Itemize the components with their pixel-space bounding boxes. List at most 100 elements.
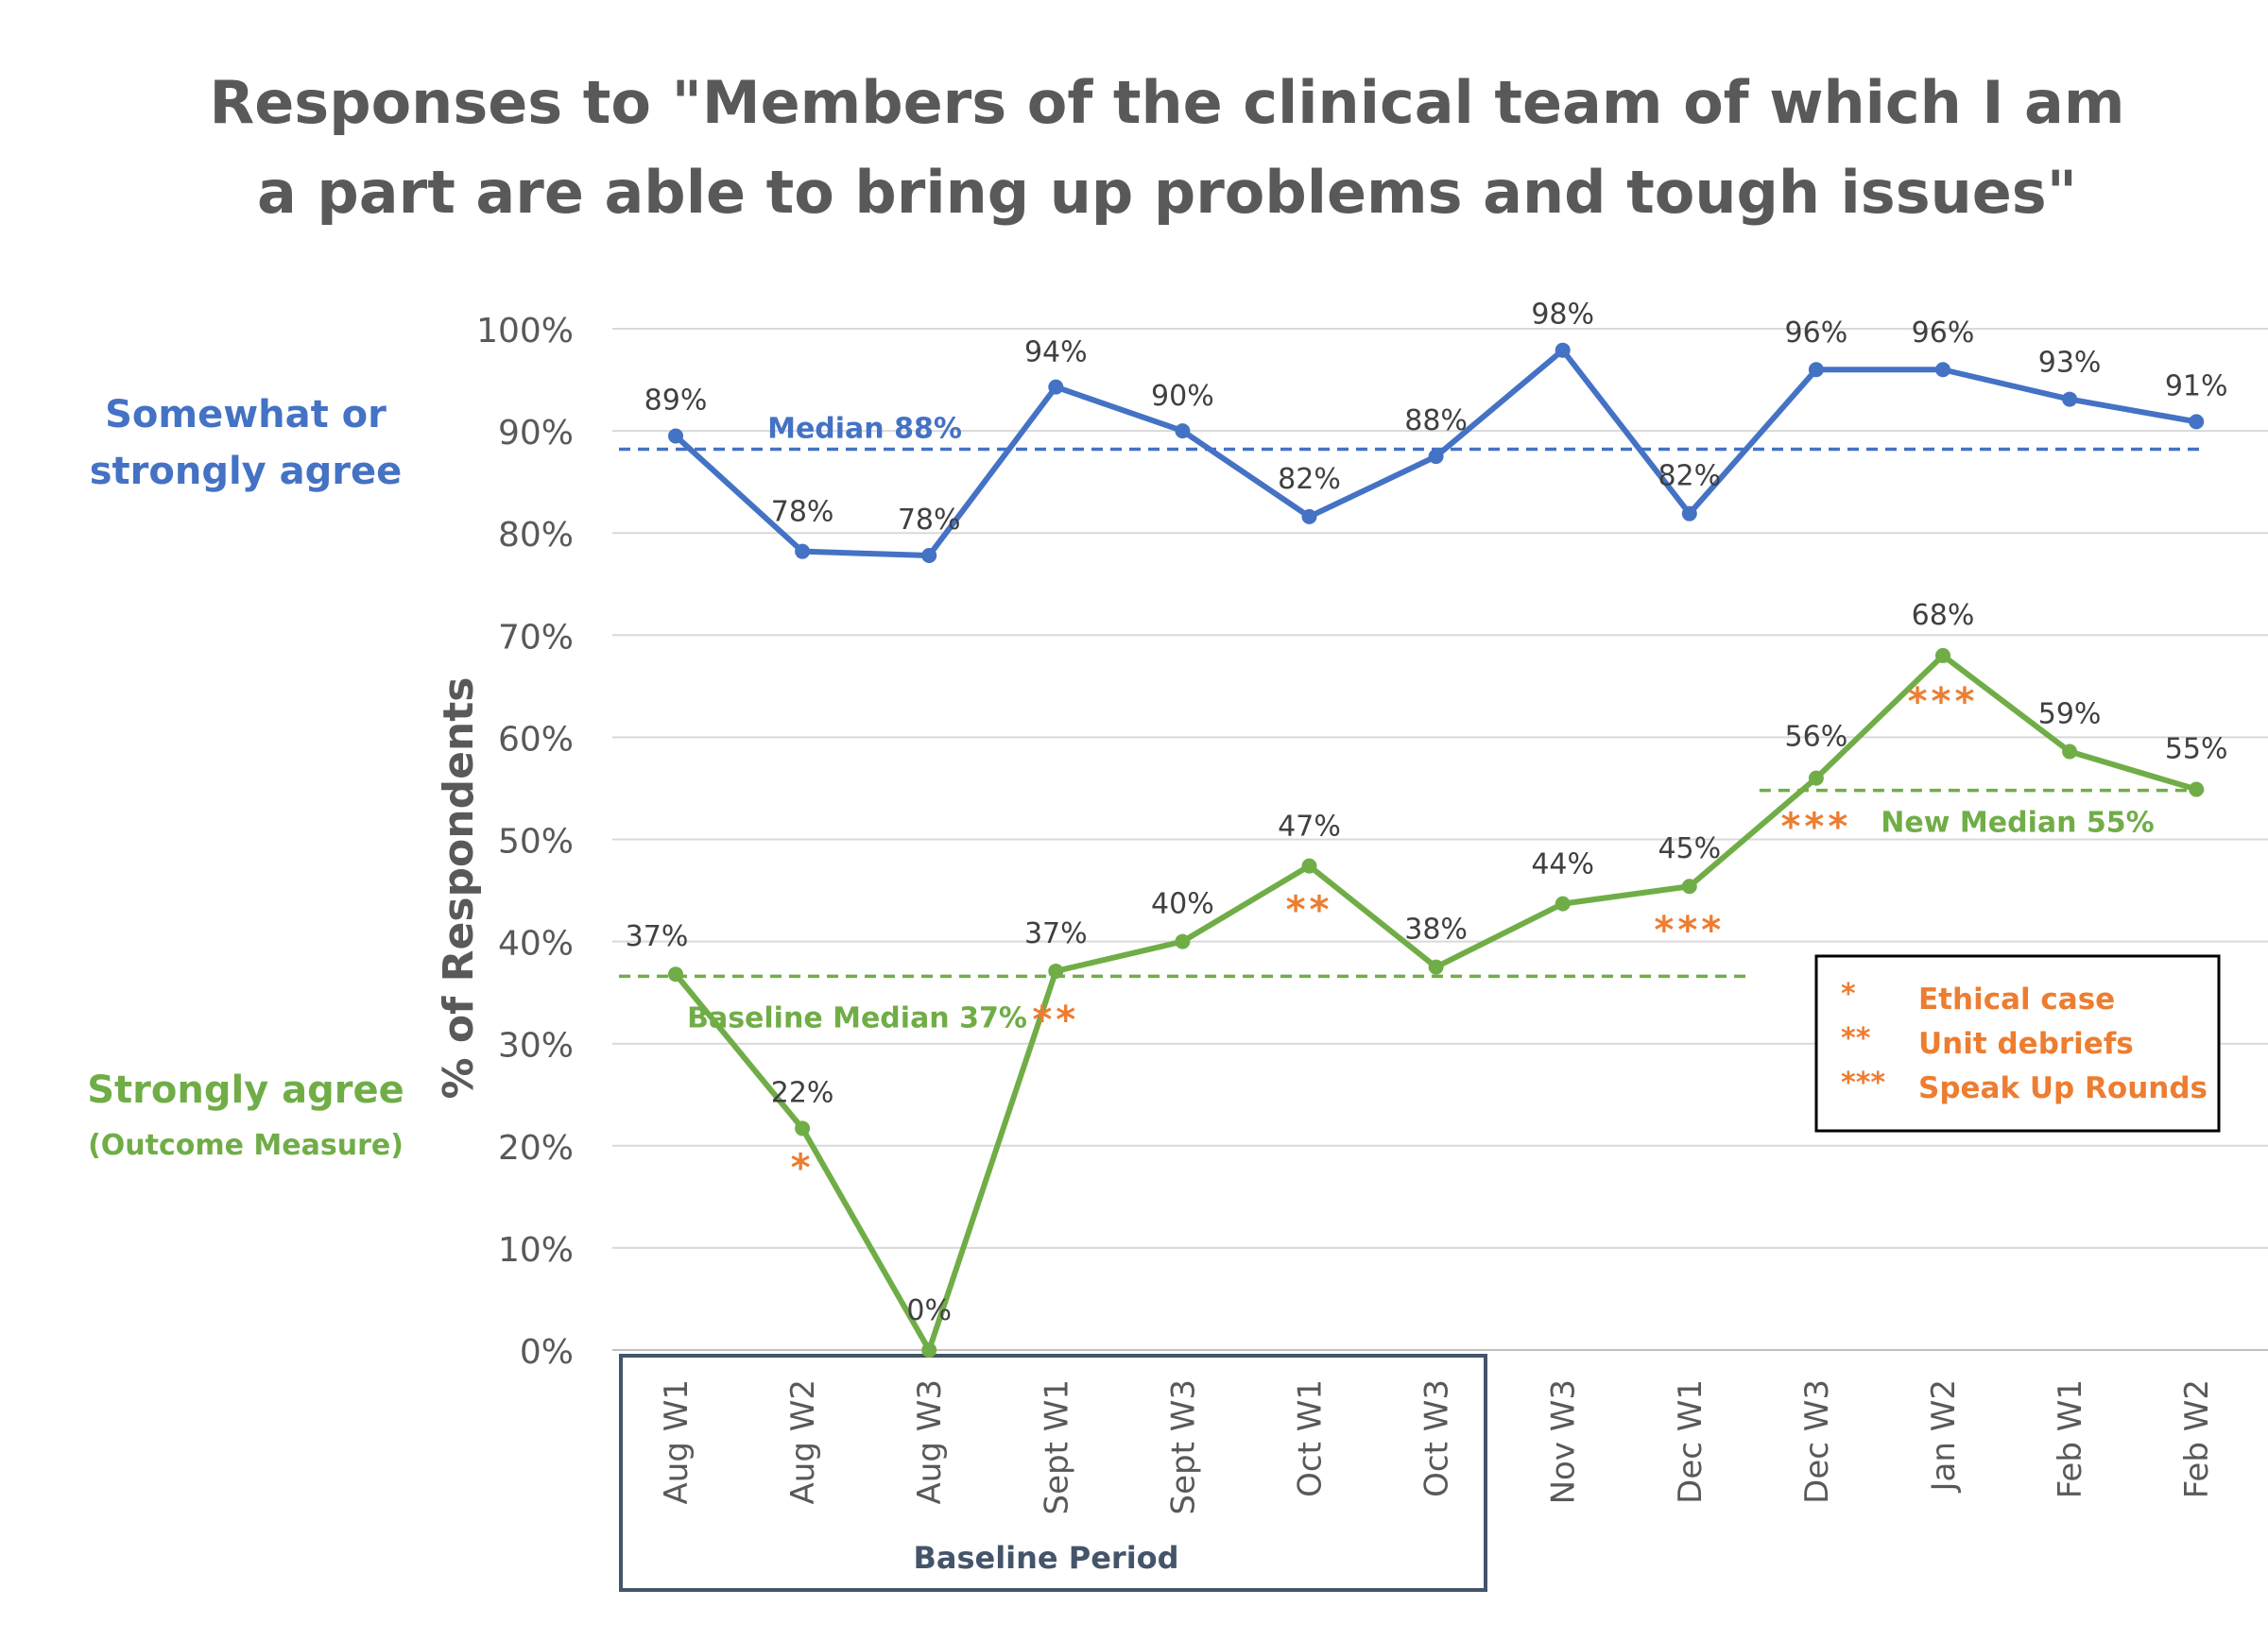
x-tick-label: Dec W1 [1672, 1379, 1710, 1504]
key-symbol: ** [1841, 1022, 1871, 1055]
data-point [1681, 879, 1697, 895]
data-label: 37% [626, 920, 689, 953]
data-point [1301, 508, 1317, 524]
key-label: Unit debriefs [1918, 1027, 2134, 1061]
x-tick-label: Oct W1 [1292, 1379, 1330, 1497]
series-names: Somewhat or strongly agree Strongly agree (… [87, 393, 404, 1162]
data-point [1555, 896, 1571, 912]
data-label: 0% [906, 1294, 952, 1327]
y-tick-label: 30% [498, 1027, 574, 1066]
data-point [1301, 858, 1317, 874]
data-point [1428, 959, 1444, 975]
data-point [1428, 449, 1444, 465]
data-label: 82% [1278, 463, 1341, 496]
data-point [1048, 379, 1064, 395]
series-lines [668, 342, 2205, 1358]
y-axis-ticks: 0% 10% 20% 30% 40% 50% 60% 70% 80% 90% 100% [476, 312, 574, 1372]
annotations: ***** ********* [791, 680, 1979, 1190]
data-label: 22% [771, 1076, 834, 1109]
key-label: Ethical case [1918, 983, 2115, 1017]
reference-lines: Median 88% Baseline Median 37% New Median … [619, 413, 2205, 1034]
series-name: (Outcome Measure) [88, 1129, 404, 1162]
data-label: 96% [1785, 316, 1848, 350]
y-tick-label: 60% [498, 720, 574, 759]
annotation-key-box [1814, 954, 2221, 1133]
data-label: 96% [1912, 316, 1975, 350]
data-label: 37% [1024, 917, 1088, 950]
data-labels: 89% 78% 78% 94% 90% 82% 88% 98% 82% 96% 96% 93% 91% 3… [626, 299, 2228, 1327]
intervention-marker: *** [1781, 806, 1852, 849]
y-tick-label: 80% [498, 516, 574, 555]
data-point [1935, 362, 1950, 378]
key-label: Speak Up Rounds [1918, 1071, 2208, 1105]
x-tick-label: Sept W3 [1164, 1379, 1202, 1514]
data-point [921, 547, 937, 563]
data-label: 47% [1278, 811, 1341, 844]
data-label: 82% [1658, 460, 1721, 493]
data-label: 45% [1658, 832, 1721, 865]
series-name: strongly agree [90, 450, 403, 493]
data-point [2189, 781, 2205, 797]
data-label: 78% [898, 504, 961, 537]
data-point [1935, 647, 1950, 663]
annotation-key: * Ethical case ** Unit debriefs *** Speak Up … [1814, 954, 2221, 1133]
x-tick-label: Sept W1 [1038, 1379, 1075, 1514]
data-point [1681, 505, 1697, 521]
median-label: Baseline Median 37% [687, 1001, 1027, 1034]
data-point [795, 543, 811, 559]
data-label: 44% [1531, 848, 1594, 881]
chart-title: Responses to "Members of the clinical te… [210, 68, 2125, 227]
x-tick-label: Aug W1 [658, 1379, 696, 1504]
data-label: 68% [1912, 599, 1975, 632]
series-name: Somewhat or [105, 393, 387, 436]
y-tick-label: 50% [498, 823, 574, 862]
data-point [1048, 963, 1064, 979]
intervention-marker: *** [1908, 680, 1979, 724]
data-point [1175, 423, 1191, 439]
data-point [1175, 933, 1191, 949]
x-tick-label: Aug W3 [911, 1379, 949, 1504]
data-point [668, 428, 683, 444]
x-tick-label: Nov W3 [1545, 1379, 1583, 1504]
y-tick-label: 90% [498, 414, 574, 453]
data-point [921, 1342, 937, 1358]
data-label: 93% [2038, 347, 2102, 380]
x-tick-label: Dec W3 [1798, 1379, 1836, 1504]
y-tick-label: 0% [520, 1333, 574, 1372]
series-name: Strongly agree [87, 1068, 404, 1112]
data-point [795, 1120, 811, 1137]
chart-title-line-1: Responses to "Members of the clinical te… [210, 68, 2125, 137]
data-label: 90% [1151, 380, 1214, 413]
y-tick-label: 10% [498, 1231, 574, 1270]
median-label: New Median 55% [1881, 807, 2154, 840]
x-axis-ticks: Aug W1 Aug W2 Aug W3 Sept W1 Sept W3 Oct W1 Oc… [658, 1379, 2216, 1514]
chart-title-line-2: a part are able to bring up problems and… [257, 158, 2077, 227]
intervention-marker: * [791, 1146, 815, 1189]
y-tick-label: 70% [498, 618, 574, 657]
data-label: 59% [2038, 698, 2102, 731]
data-point [2062, 391, 2078, 407]
x-tick-label: Feb W2 [2178, 1379, 2216, 1498]
y-tick-label: 40% [498, 925, 574, 964]
gridlines [612, 328, 2268, 1351]
baseline-period-box [619, 1354, 1487, 1592]
data-point [2189, 414, 2205, 430]
intervention-marker: ** [1286, 889, 1333, 932]
median-label: Median 88% [767, 413, 962, 446]
y-axis-label: % of Respondents [435, 677, 483, 1100]
x-tick-label: Feb W1 [2052, 1379, 2089, 1498]
x-tick-label: Oct W3 [1418, 1379, 1456, 1497]
key-symbol: *** [1841, 1067, 1885, 1100]
data-label: 55% [2165, 733, 2228, 766]
baseline-period-label: Baseline Period [913, 1540, 1178, 1576]
data-label: 91% [2165, 369, 2228, 402]
data-point [1555, 342, 1571, 358]
data-point [1808, 770, 1824, 786]
intervention-marker: ** [1032, 999, 1079, 1042]
data-label: 88% [1404, 404, 1468, 437]
data-label: 98% [1531, 299, 1594, 332]
data-point [2062, 744, 2078, 760]
data-point [668, 966, 683, 983]
x-tick-label: Aug W2 [784, 1379, 822, 1504]
